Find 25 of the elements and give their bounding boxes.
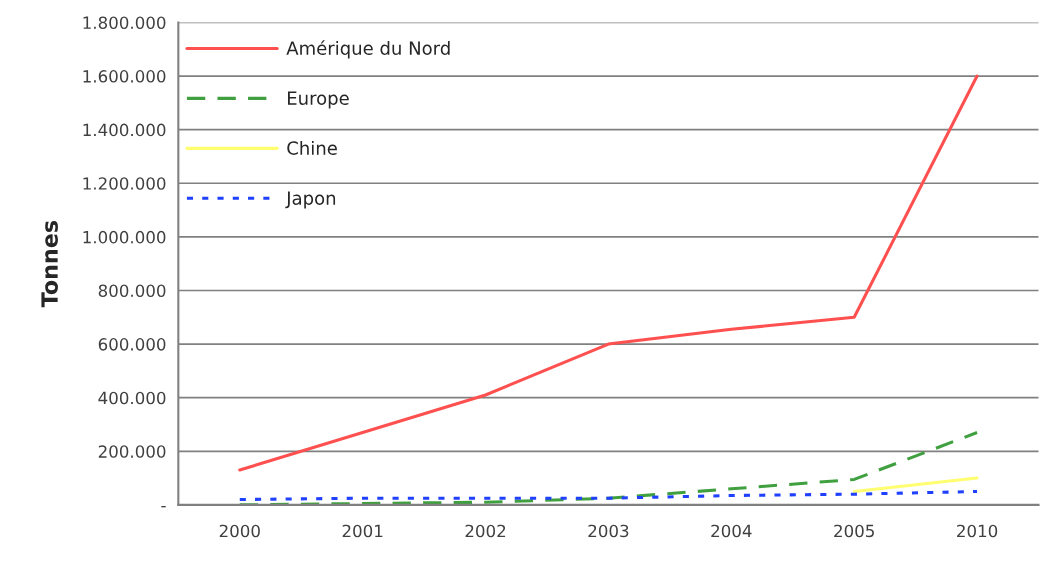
x-tick-label: 2000 xyxy=(219,524,260,538)
legend-label: Chine xyxy=(287,140,337,155)
y-tick-label: 1.400.000 xyxy=(83,123,166,137)
y-tick-label: 400.000 xyxy=(98,391,166,405)
line-series xyxy=(238,74,979,472)
y-tick-label: 800.000 xyxy=(98,284,166,298)
y-tick-label: 1.800.000 xyxy=(83,16,166,30)
y-axis-title: Tonnes xyxy=(41,221,58,308)
y-tick-label: 1.600.000 xyxy=(83,70,166,83)
legend-label: Europe xyxy=(288,91,349,109)
y-tick-label: - xyxy=(161,506,166,508)
x-tick-label: 2003 xyxy=(588,524,629,538)
legend-label: Amérique du Nord xyxy=(286,40,450,59)
y-tick-label: 1.200.000 xyxy=(83,177,166,190)
x-tick-label: 2010 xyxy=(957,524,998,538)
y-tick-label: 200.000 xyxy=(98,445,166,458)
line-series xyxy=(238,431,979,505)
line-series xyxy=(238,489,979,502)
legend-label: Japon xyxy=(285,191,336,209)
y-tick-label: 600.000 xyxy=(98,338,166,351)
x-tick-label: 2002 xyxy=(465,524,506,538)
x-tick-label: 2005 xyxy=(834,524,874,538)
x-tick-label: 2001 xyxy=(342,524,383,538)
y-tick-label: 1.000.000 xyxy=(83,230,166,244)
x-tick-label: 2004 xyxy=(711,524,752,538)
